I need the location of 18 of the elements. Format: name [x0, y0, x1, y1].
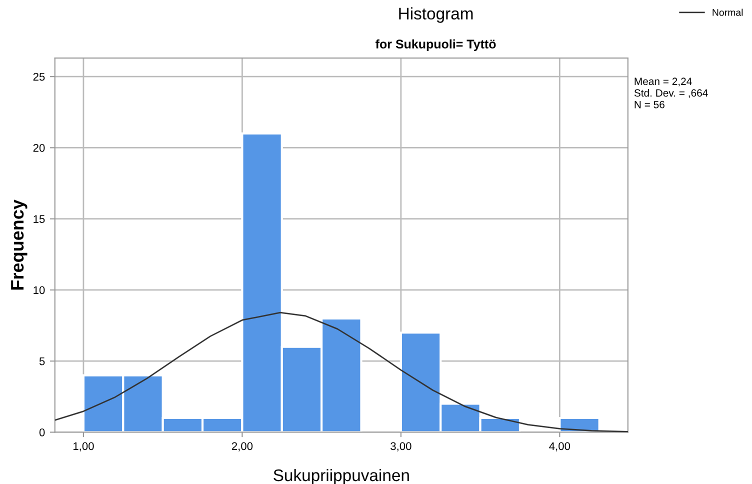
x-axis-title: Sukupriippuvainen [274, 468, 409, 484]
x-tick-label: 1,00 [74, 442, 94, 452]
text: Std. Dev. = ,664 [634, 89, 708, 98]
y-tick-label: 10 [34, 286, 45, 294]
y-tick-label: 25 [33, 72, 45, 81]
chart-title: Histogram [399, 7, 473, 23]
y-tick-label: 15 [34, 215, 45, 223]
y-tick-label: 5 [39, 357, 45, 366]
y-tick-label: 20 [33, 144, 45, 152]
y-axis-title: Frequency [11, 200, 28, 290]
x-tick-label: 4,00 [549, 442, 570, 452]
x-tick-label: 2,00 [232, 442, 253, 452]
legend-label: Normal [712, 8, 743, 16]
chart-subtitle: for Sukupuoli= Tyttö [376, 39, 496, 51]
text: N = 56 [634, 100, 664, 108]
text: Mean = 2,24 [634, 78, 692, 86]
x-tick-label: 3,00 [390, 442, 412, 452]
y-tick-label: 0 [39, 428, 45, 436]
